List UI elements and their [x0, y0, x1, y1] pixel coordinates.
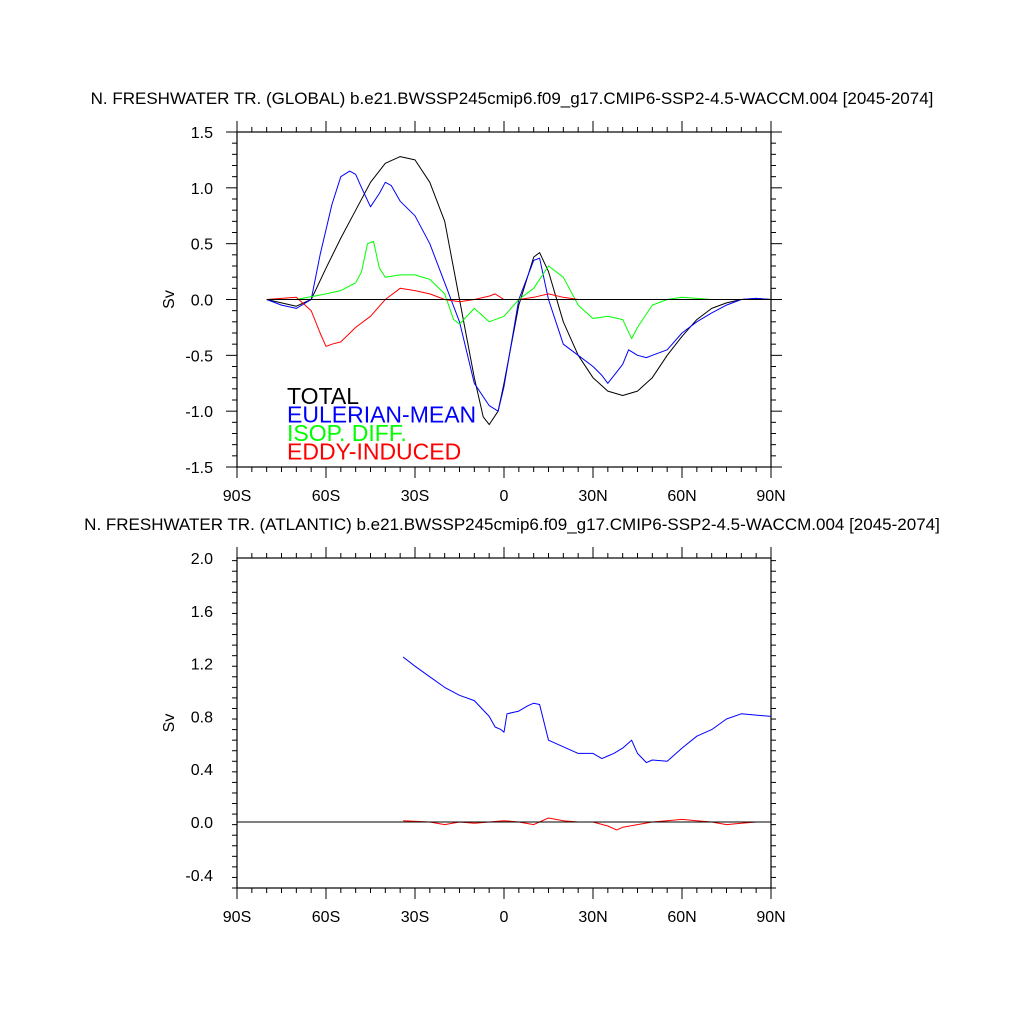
atlantic-ytick-label: 0.4 [191, 762, 213, 779]
global-ytick-label: -0.5 [185, 348, 213, 365]
atlantic-plot: 90S 60S 30S 0 30N 60N 90N -0.4 0.0 0.4 0.8 1.2 1.6 2.… [161, 547, 786, 926]
atlantic-xtick-label: 30S [401, 909, 429, 926]
global-ytick-label: -1.0 [185, 404, 213, 421]
atlantic-chart-title: N. FRESHWATER TR. (ATLANTIC) b.e21.BWSSP… [84, 515, 940, 534]
global-ytick-label: 0.5 [191, 237, 213, 254]
legend-entry-eulerian-mean: EULERIAN-MEAN [287, 402, 476, 428]
legend-entry-isop-diff: ISOP. DIFF. [287, 420, 407, 446]
global-xtick-label: 30N [578, 488, 607, 505]
atlantic-ytick-label: -0.4 [185, 868, 213, 885]
atlantic-ytick-label: 1.2 [191, 657, 213, 674]
global-xtick-label: 90S [223, 488, 251, 505]
global-isop-diff-line [266, 240, 771, 340]
global-ytick-label: 1.0 [191, 181, 213, 198]
atlantic-ytick-label: 0.8 [191, 709, 213, 726]
global-y-axis-label: Sv [161, 290, 178, 309]
global-chart-title: N. FRESHWATER TR. (GLOBAL) b.e21.BWSSP24… [91, 89, 934, 108]
atlantic-plot-frame [236, 557, 772, 889]
global-ytick-label: 1.5 [191, 125, 213, 142]
global-xtick-label: 90N [756, 488, 785, 505]
atlantic-xtick-label: 30N [578, 909, 607, 926]
atlantic-eddy-induced-line [403, 817, 771, 831]
atlantic-xtick-label: 60N [667, 909, 696, 926]
atlantic-ytick-label: 0.0 [191, 815, 213, 832]
global-plot: 90S 60S 30S 0 30N 60N 90N -1.5 -1.0 -0.5 0.0 0.5 1.0… [161, 121, 786, 505]
atlantic-y-axis-label: Sv [161, 714, 178, 733]
atlantic-xtick-label: 0 [500, 909, 509, 926]
global-xtick-label: 30S [401, 488, 429, 505]
atlantic-ytick-label: 2.0 [191, 551, 213, 568]
atlantic-eulerian-mean-line [402, 656, 772, 764]
global-eddy-induced-line [266, 287, 771, 347]
atlantic-ytick-label: 1.6 [191, 604, 213, 621]
global-xtick-label: 0 [500, 488, 509, 505]
global-xtick-label: 60N [667, 488, 696, 505]
atlantic-xtick-label: 60S [312, 909, 340, 926]
atlantic-xtick-label: 90N [756, 909, 785, 926]
global-ytick-label: -1.5 [185, 460, 213, 477]
global-ytick-label: 0.0 [191, 293, 213, 310]
global-xtick-label: 60S [312, 488, 340, 505]
legend-entry-total: TOTAL [287, 383, 359, 409]
global-eulerian-mean-line [266, 170, 772, 412]
legend-entry-eddy-induced: EDDY-INDUCED [287, 439, 461, 465]
atlantic-xtick-label: 90S [223, 909, 251, 926]
